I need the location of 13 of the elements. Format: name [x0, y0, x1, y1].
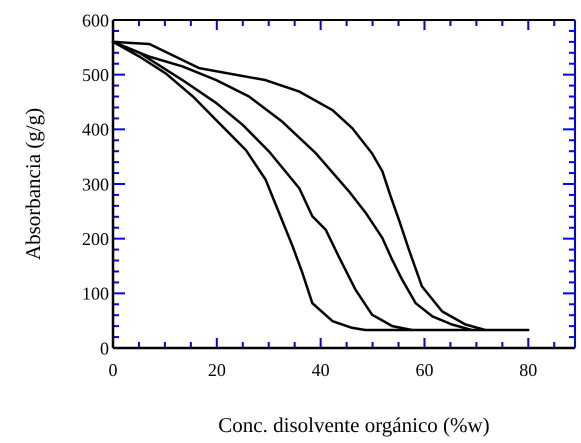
y-tick-label: 100 — [82, 284, 109, 304]
x-axis-title: Conc. disolvente orgánico (%w) — [218, 413, 490, 437]
y-tick-label: 500 — [82, 64, 109, 85]
x-tick-label: 20 — [208, 360, 226, 380]
y-tick-label: 400 — [82, 120, 109, 140]
y-tick-label: 0 — [100, 338, 109, 358]
x-tick-label: 80 — [519, 360, 538, 380]
y-axis-title: Absorbancia (g/g) — [21, 108, 45, 260]
x-tick-label: 60 — [415, 360, 434, 380]
y-tick-label: 600 — [82, 10, 109, 30]
y-tick-label: 300 — [82, 174, 109, 194]
y-tick-label: 200 — [82, 228, 109, 249]
x-tick-label: 40 — [312, 360, 330, 380]
